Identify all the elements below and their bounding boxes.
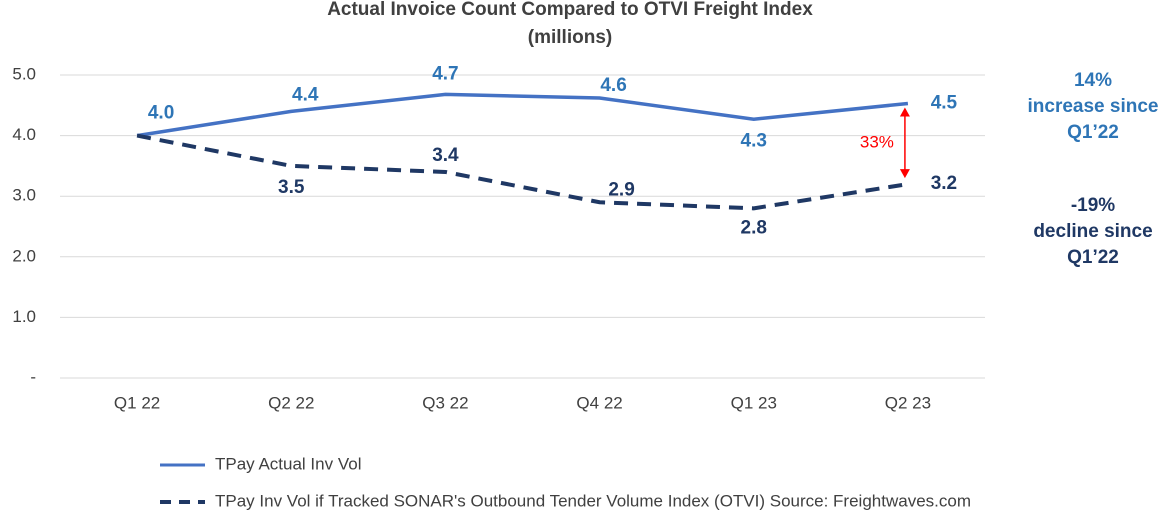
- data-label: 4.3: [741, 130, 767, 151]
- data-label: 4.5: [931, 92, 958, 113]
- annotation: decline since: [1033, 221, 1152, 242]
- y-tick-label: -: [30, 367, 36, 386]
- data-label: 3.5: [278, 177, 305, 198]
- y-tick-label: 5.0: [12, 64, 36, 83]
- x-tick-label: Q4 22: [576, 393, 622, 412]
- y-tick-label: 4.0: [12, 125, 36, 144]
- legend-label: TPay Inv Vol if Tracked SONAR's Outbound…: [215, 491, 971, 510]
- data-label: 2.9: [608, 179, 634, 200]
- annotation: -19%: [1071, 195, 1115, 216]
- x-tick-label: Q1 23: [731, 393, 777, 412]
- gap-label: 33%: [860, 132, 894, 151]
- data-label: 4.4: [292, 84, 319, 105]
- x-tick-label: Q1 22: [114, 393, 160, 412]
- chart-title: Actual Invoice Count Compared to OTVI Fr…: [327, 0, 813, 20]
- annotation: Q1’22: [1067, 247, 1119, 268]
- y-tick-label: 1.0: [12, 307, 36, 326]
- annotation: Q1’22: [1067, 122, 1119, 143]
- data-label: 4.7: [432, 63, 458, 84]
- annotation: 14%: [1074, 70, 1112, 91]
- x-tick-label: Q2 23: [885, 393, 931, 412]
- x-tick-label: Q2 22: [268, 393, 314, 412]
- arrow-head: [899, 107, 910, 117]
- data-label: 4.0: [148, 103, 174, 124]
- y-tick-label: 3.0: [12, 186, 36, 205]
- y-tick-label: 2.0: [12, 246, 36, 265]
- arrow-head: [899, 169, 910, 179]
- x-tick-label: Q3 22: [422, 393, 468, 412]
- data-label: 2.8: [741, 217, 767, 238]
- data-label: 3.4: [432, 145, 459, 166]
- series-line: [136, 133, 909, 211]
- legend-label: TPay Actual Inv Vol: [215, 454, 361, 473]
- chart-subtitle: (millions): [528, 27, 612, 48]
- data-label: 4.6: [600, 75, 626, 96]
- annotation: increase since: [1028, 96, 1159, 117]
- series-line: [136, 92, 909, 138]
- data-label: 3.2: [931, 173, 957, 194]
